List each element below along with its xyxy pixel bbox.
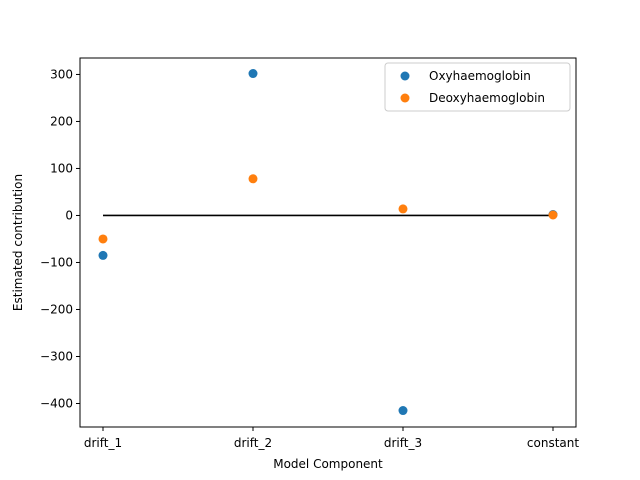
legend-label-deoxyhaemoglobin: Deoxyhaemoglobin: [429, 91, 545, 105]
x-tick-label: constant: [527, 436, 579, 450]
data-point-oxyhaemoglobin-drift-3: [398, 406, 408, 416]
legend-items: Oxyhaemoglobin Deoxyhaemoglobin: [400, 69, 545, 105]
data-point-deoxyhaemoglobin-drift-3: [398, 204, 408, 214]
y-axis-ticks: −400 −300 −200 −100 0 100 200 300: [40, 67, 80, 410]
y-axis-label: Estimated contribution: [11, 174, 25, 311]
x-tick-label: drift_3: [384, 436, 422, 450]
x-tick-label: drift_1: [84, 436, 122, 450]
legend-box: [384, 62, 571, 112]
plot-area: [79, 57, 577, 428]
data-point-oxyhaemoglobin-drift-1: [98, 250, 108, 260]
y-tick-label: −300: [40, 349, 73, 363]
x-axis-ticks: drift_1 drift_2 drift_3 constant: [84, 427, 579, 450]
y-tick-label: 100: [50, 161, 73, 175]
axes-frame: [79, 57, 577, 428]
legend: Oxyhaemoglobin Deoxyhaemoglobin: [384, 62, 571, 112]
y-tick-label: 0: [65, 208, 73, 222]
data-point-deoxyhaemoglobin-drift-2: [248, 174, 258, 184]
data-point-deoxyhaemoglobin-drift-1: [98, 234, 108, 244]
points-layer: [98, 69, 558, 416]
data-point-oxyhaemoglobin-drift-2: [248, 69, 258, 79]
y-tick-label: −400: [40, 396, 73, 410]
y-tick-label: −200: [40, 302, 73, 316]
y-tick-label: −100: [40, 255, 73, 269]
legend-label-oxyhaemoglobin: Oxyhaemoglobin: [429, 69, 531, 83]
data-point-deoxyhaemoglobin-constant: [548, 210, 558, 220]
x-tick-label: drift_2: [234, 436, 272, 450]
legend-marker-deoxyhaemoglobin: [400, 93, 410, 103]
y-tick-label: 300: [50, 67, 73, 81]
legend-marker-oxyhaemoglobin: [400, 71, 410, 81]
y-tick-label: 200: [50, 114, 73, 128]
x-axis-label: Model Component: [273, 457, 383, 471]
